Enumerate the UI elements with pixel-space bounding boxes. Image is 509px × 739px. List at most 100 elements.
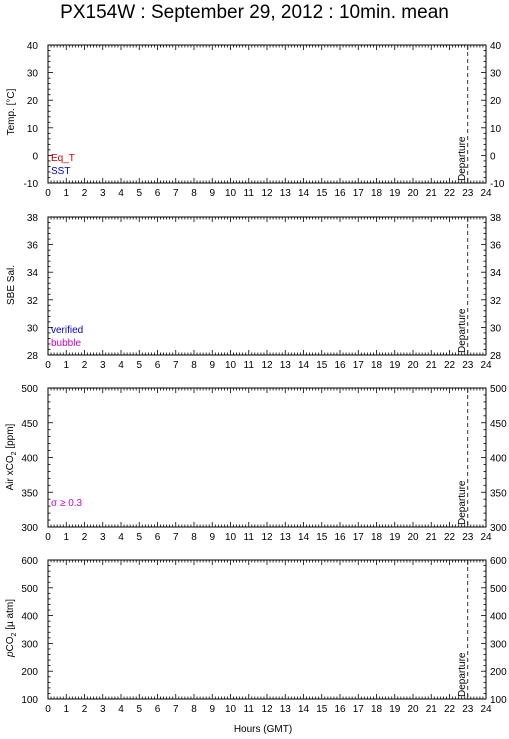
panel-3-x-tick-label: 1 (63, 532, 69, 543)
panel-2-y-tick-label-left: 30 (27, 323, 39, 334)
panel-2-x-tick-label: 8 (191, 360, 197, 371)
panel-4-ylabel: pCO2 [µ atm] (5, 573, 19, 683)
panel-2-x-tick-label: 14 (298, 360, 310, 371)
legend-verified: verified (51, 325, 84, 336)
panel-3-y-tick-label-left: 450 (21, 419, 38, 430)
panel-4-y-tick-label-right: 200 (490, 667, 507, 678)
panel-4-x-tick-label: 7 (173, 704, 179, 715)
panel-2-y-tick-label-right: 34 (490, 268, 502, 279)
panel-3-x-tick-label: 19 (389, 532, 401, 543)
panel-4-y-tick-label-right: 400 (490, 612, 507, 623)
panel-2-x-tick-label: 22 (444, 360, 456, 371)
panel-3-departure-label: Departure (457, 480, 468, 525)
panel-2-y-tick-label-left: 34 (27, 268, 39, 279)
panel-4-x-tick-label: 1 (63, 704, 69, 715)
panel-4-y-tick-label-right: 600 (490, 556, 507, 567)
panel-2-ylabel-text: SBE Sal. (6, 264, 17, 306)
panel-1-x-tick-label: 23 (462, 188, 474, 199)
panel-3-ylabel-sub: 2 (11, 451, 18, 456)
panel-1-x-tick-label: 22 (444, 188, 456, 199)
panel-4-departure-label: Departure (457, 652, 468, 697)
panel-1-y-tick-label-left: 40 (27, 41, 39, 52)
panel-4-x-tick-label: 19 (389, 704, 401, 715)
panel-1-x-tick-label: 24 (480, 188, 492, 199)
panel-4-x-tick-label: 23 (462, 704, 474, 715)
panel-1-y-tick-label-left: 20 (27, 96, 39, 107)
panel-2-x-tick-label: 21 (426, 360, 438, 371)
panel-1-y-tick-label-left: 10 (27, 124, 39, 135)
panel-4-x-tick-label: 12 (261, 704, 273, 715)
panel-2-x-tick-label: 20 (407, 360, 419, 371)
panel-3-y-tick-label-right: 350 (490, 488, 507, 499)
panel-4-y-tick-label-left: 100 (21, 695, 38, 706)
panel-1-x-tick-label: 4 (118, 188, 124, 199)
panel-2-y-tick-label-left: 38 (27, 213, 39, 224)
panel-1-x-tick-label: 11 (244, 188, 255, 199)
panel-1-y-tick-label-left: -10 (24, 179, 39, 190)
panel-3-ylabel-main: Air xCO (5, 455, 16, 491)
chart-title: PX154W : September 29, 2012 : 10min. mea… (60, 2, 449, 23)
panel-2-y-tick-label-left: 32 (27, 296, 39, 307)
panel-3-x-tick-label: 17 (353, 532, 365, 543)
panel-1-x-tick-label: 19 (389, 188, 401, 199)
panel-4-x-tick-label: 24 (480, 704, 492, 715)
panel-1-x-tick-label: 7 (173, 188, 179, 199)
panel-4-x-tick-label: 3 (100, 704, 106, 715)
panel-1-x-tick-label: 18 (371, 188, 383, 199)
panel-3-x-tick-label: 7 (173, 532, 179, 543)
panel-4-x-tick-label: 6 (155, 704, 161, 715)
panel-1-y-tick-label-right: 10 (490, 124, 502, 135)
panel-1-frame (47, 44, 487, 184)
panel-1-x-tick-label: 10 (225, 188, 237, 199)
panel-1-x-tick-label: 15 (316, 188, 328, 199)
panel-4-x-tick-label: 8 (191, 704, 197, 715)
panel-3-frame (47, 387, 487, 528)
panel-4-x-tick-label: 5 (136, 704, 142, 715)
panel-1-x-tick-label: 3 (100, 188, 106, 199)
panel-2-x-tick-label: 19 (389, 360, 401, 371)
panel-4-y-tick-label-left: 300 (21, 639, 38, 650)
panel-4-x-tick-label: 11 (244, 704, 255, 715)
panel-1-x-tick-label: 8 (191, 188, 197, 199)
legend-sst: SST (51, 166, 71, 177)
panel-1-x-tick-label: 2 (82, 188, 88, 199)
panel-1-x-tick-label: 13 (280, 188, 292, 199)
panel-4-ylabel-pre: p (5, 651, 16, 658)
panel-2-x-tick-label: 11 (244, 360, 255, 371)
panel-1-y-tick-label-left: 0 (32, 151, 38, 162)
panel-1-x-tick-label: 17 (353, 188, 365, 199)
panel-2-y-tick-label-right: 36 (490, 241, 502, 252)
panel-3-x-tick-label: 2 (82, 532, 88, 543)
panel-4-y-tick-label-right: 500 (490, 584, 507, 595)
legend-bubble: bubble (51, 338, 82, 349)
panel-1-y-tick-label-right: 20 (490, 96, 502, 107)
panel-3-ylabel: Air xCO2 [ppm] (5, 402, 19, 512)
panel-1-ylabel-text: Temp. [°C] (6, 88, 17, 136)
panel-2-x-tick-label: 10 (225, 360, 237, 371)
panel-3-x-tick-label: 8 (191, 532, 197, 543)
panel-3-x-tick-label: 18 (371, 532, 383, 543)
panel-3-x-tick-label: 3 (100, 532, 106, 543)
panel-3-y-tick-label-left: 350 (21, 488, 38, 499)
x-axis-label: Hours (GMT) (233, 724, 293, 735)
panel-3-y-tick-label-right: 500 (490, 384, 507, 395)
panel-2-x-tick-label: 17 (353, 360, 365, 371)
panel-2-y-tick-label-right: 30 (490, 323, 502, 334)
panel-3-x-tick-label: 0 (45, 532, 51, 543)
panel-2-x-tick-label: 1 (63, 360, 69, 371)
panel-4-y-tick-label-left: 200 (21, 667, 38, 678)
panel-1-x-tick-label: 14 (298, 188, 310, 199)
panel-3-x-tick-label: 6 (155, 532, 161, 543)
panel-2-y-tick-label-left: 36 (27, 241, 39, 252)
panel-4-x-tick-label: 13 (280, 704, 292, 715)
panel-2-x-tick-label: 4 (118, 360, 124, 371)
panel-4-x-tick-label: 4 (118, 704, 124, 715)
panel-1-departure-label: Departure (457, 136, 468, 181)
panel-3-x-tick-label: 13 (280, 532, 292, 543)
panel-3-x-tick-label: 21 (426, 532, 438, 543)
panel-1-y-tick-label-right: 30 (490, 69, 502, 80)
legend-sigma: σ ≥ 0.3 (51, 498, 83, 509)
panel-4-x-tick-label: 15 (316, 704, 328, 715)
panel-4-ylabel-sub: 2 (11, 632, 18, 637)
